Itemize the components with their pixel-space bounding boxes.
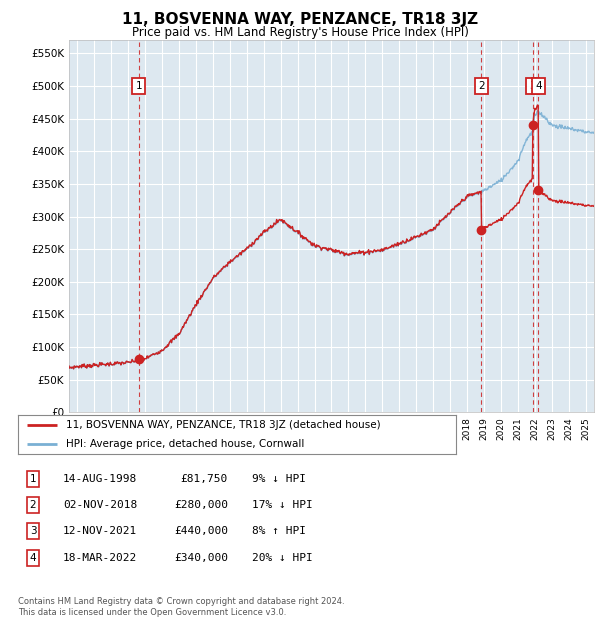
- Text: 3: 3: [29, 526, 37, 536]
- Text: 4: 4: [535, 81, 542, 91]
- Text: 1: 1: [136, 81, 142, 91]
- Text: 14-AUG-1998: 14-AUG-1998: [63, 474, 137, 484]
- Text: 9% ↓ HPI: 9% ↓ HPI: [252, 474, 306, 484]
- Text: 20% ↓ HPI: 20% ↓ HPI: [252, 553, 313, 563]
- Text: 1: 1: [29, 474, 37, 484]
- Text: 11, BOSVENNA WAY, PENZANCE, TR18 3JZ: 11, BOSVENNA WAY, PENZANCE, TR18 3JZ: [122, 12, 478, 27]
- Text: 2: 2: [29, 500, 37, 510]
- Text: Price paid vs. HM Land Registry's House Price Index (HPI): Price paid vs. HM Land Registry's House …: [131, 26, 469, 39]
- Text: £440,000: £440,000: [174, 526, 228, 536]
- Text: 2: 2: [478, 81, 485, 91]
- Text: 17% ↓ HPI: 17% ↓ HPI: [252, 500, 313, 510]
- Text: 02-NOV-2018: 02-NOV-2018: [63, 500, 137, 510]
- Text: 12-NOV-2021: 12-NOV-2021: [63, 526, 137, 536]
- Text: HPI: Average price, detached house, Cornwall: HPI: Average price, detached house, Corn…: [66, 439, 305, 450]
- Text: Contains HM Land Registry data © Crown copyright and database right 2024.
This d: Contains HM Land Registry data © Crown c…: [18, 598, 344, 617]
- Text: 11, BOSVENNA WAY, PENZANCE, TR18 3JZ (detached house): 11, BOSVENNA WAY, PENZANCE, TR18 3JZ (de…: [66, 420, 381, 430]
- Text: 18-MAR-2022: 18-MAR-2022: [63, 553, 137, 563]
- Text: 3: 3: [529, 81, 536, 91]
- Text: £280,000: £280,000: [174, 500, 228, 510]
- Text: 4: 4: [29, 553, 37, 563]
- Text: £81,750: £81,750: [181, 474, 228, 484]
- Text: 8% ↑ HPI: 8% ↑ HPI: [252, 526, 306, 536]
- Text: £340,000: £340,000: [174, 553, 228, 563]
